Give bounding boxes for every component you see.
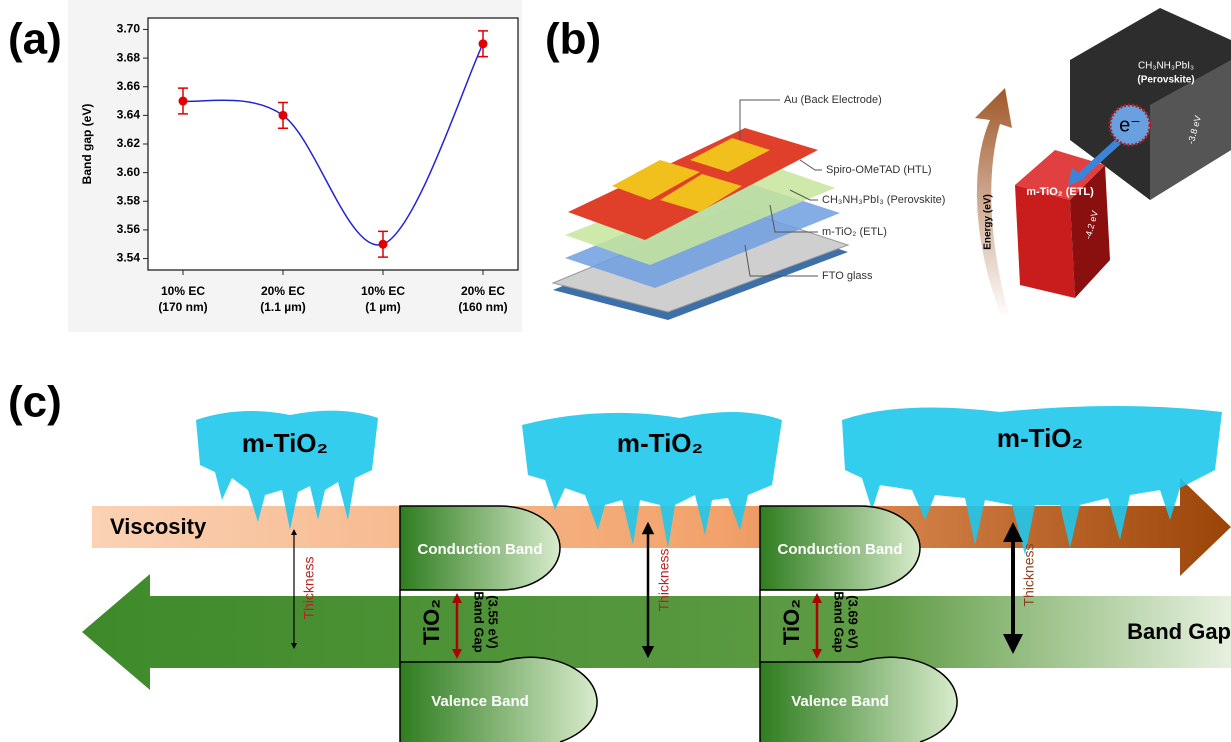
band-label: Valence Band	[791, 693, 889, 710]
y-tick-label: 3.62	[117, 136, 141, 150]
y-axis-label: Band gap (eV)	[80, 104, 94, 185]
etl-label: m-TiO₂ (ETL)	[1026, 186, 1094, 198]
panel-label: (c)	[8, 378, 62, 427]
panel-label: (a)	[8, 15, 62, 64]
device-stack	[553, 100, 848, 320]
electron: e⁻	[1119, 114, 1141, 136]
panel-label: (b)	[545, 15, 601, 64]
layer-label: Spiro-OMeTAD (HTL)	[826, 164, 932, 176]
perovskite-label: (Perovskite)	[1137, 75, 1194, 86]
gap-label: Band Gap	[472, 591, 487, 652]
energy-axis-label: Energy (eV)	[983, 194, 994, 250]
point	[179, 97, 188, 106]
band-label: Conduction Band	[778, 541, 903, 558]
plot-area	[148, 18, 518, 270]
gap-label: (3.69 eV)	[846, 595, 861, 648]
band-gap-label: Band Gap	[1127, 619, 1231, 644]
layer-label: CH₃NH₃PbI₃ (Perovskite)	[822, 194, 945, 206]
layer-label: Au (Back Electrode)	[784, 94, 882, 106]
point	[479, 39, 488, 48]
y-tick-label: 3.54	[117, 251, 141, 265]
y-tick-label: 3.70	[117, 22, 141, 36]
layer-label: m-TiO₂	[997, 423, 1083, 453]
viscosity-label: Viscosity	[110, 514, 207, 539]
band-label: Conduction Band	[418, 541, 543, 558]
energy-diagram	[975, 8, 1231, 318]
y-tick-label: 3.58	[117, 193, 141, 207]
y-tick-label: 3.66	[117, 79, 141, 93]
layer-label: m-TiO₂	[617, 428, 703, 458]
figure: (a) Band gap (eV) 3.54 3.56 3.58 3.60 3.62 3.…	[0, 0, 1231, 742]
layer-label: m-TiO₂	[242, 428, 328, 458]
thickness-label: Thickness	[301, 556, 317, 619]
material-label: TiO₂	[779, 599, 804, 645]
y-tick-label: 3.56	[117, 222, 141, 236]
layer-label: FTO glass	[822, 270, 873, 282]
y-tick-label: 3.64	[117, 108, 141, 122]
point	[379, 240, 388, 249]
layer-label: m-TiO₂ (ETL)	[822, 226, 887, 238]
y-tick-label: 3.68	[117, 50, 141, 64]
point	[279, 111, 288, 120]
thickness-label: Thickness	[656, 548, 672, 611]
material-label: TiO₂	[419, 599, 444, 645]
gap-label: Band Gap	[832, 591, 847, 652]
perovskite-label: CH₃NH₃PbI₃	[1138, 61, 1194, 72]
y-tick-label: 3.60	[117, 165, 141, 179]
thickness-label: Thickness	[1021, 543, 1037, 606]
gap-label: (3.55 eV)	[486, 595, 501, 648]
band-label: Valence Band	[431, 693, 529, 710]
